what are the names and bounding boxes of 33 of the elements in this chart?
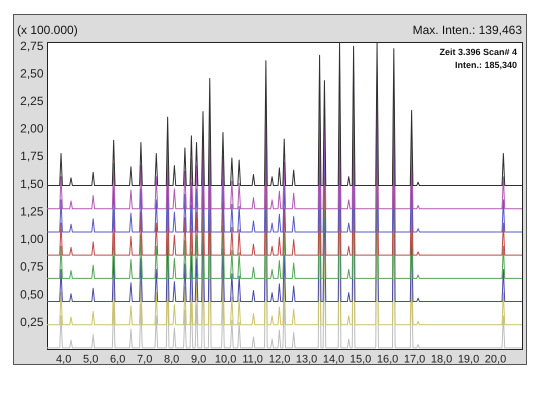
line-series <box>47 42 522 186</box>
annotation: Inten.: 185,340 <box>454 60 517 70</box>
y-tick-label: 1,50 <box>20 176 44 191</box>
y-tick-label: 1,00 <box>20 232 44 246</box>
y-tick-label: 0,50 <box>20 287 44 302</box>
y-tick-label: 2,00 <box>20 122 44 136</box>
y-tick-label: 2,50 <box>20 66 44 80</box>
x-tick-label: 8,0 <box>164 354 180 366</box>
x-tick-label: 18,0 <box>430 354 452 366</box>
x-tick-label: 10,0 <box>214 354 236 366</box>
y-tick-label: 1,25 <box>20 204 44 218</box>
x-tick-label: 15,0 <box>350 354 372 366</box>
y-tick-label: 2,75 <box>20 38 44 53</box>
x-tick-label: 7,0 <box>137 354 152 366</box>
x-tick-label: 14,0 <box>322 354 344 366</box>
x-tick-label: 11,0 <box>242 354 263 366</box>
x-tick-label: 12,0 <box>268 354 290 366</box>
y-tick-label: 0,75 <box>20 260 44 274</box>
x-tick-label: 9,0 <box>190 354 206 366</box>
text: Max. Inten.: 139,463 <box>412 23 522 37</box>
x-tick-label: 4,0 <box>56 354 72 366</box>
y-tick-label: 2,25 <box>20 94 44 108</box>
x-tick-label: 16,0 <box>376 354 398 366</box>
text: (x 100.000) <box>17 23 78 37</box>
x-tick-label: 5,0 <box>83 354 98 366</box>
x-tick-label: 13,0 <box>296 354 318 366</box>
x-tick-label: 19,0 <box>458 354 480 366</box>
annotation: Zeit 3.396 Scan# 4 <box>439 47 517 57</box>
y-tick-label: 1,75 <box>20 149 44 164</box>
x-tick-label: 6,0 <box>110 354 126 366</box>
x-tick-label: 17,0 <box>404 354 426 366</box>
y-tick-label: 0,25 <box>20 314 44 329</box>
x-tick-label: 20,0 <box>484 354 506 366</box>
